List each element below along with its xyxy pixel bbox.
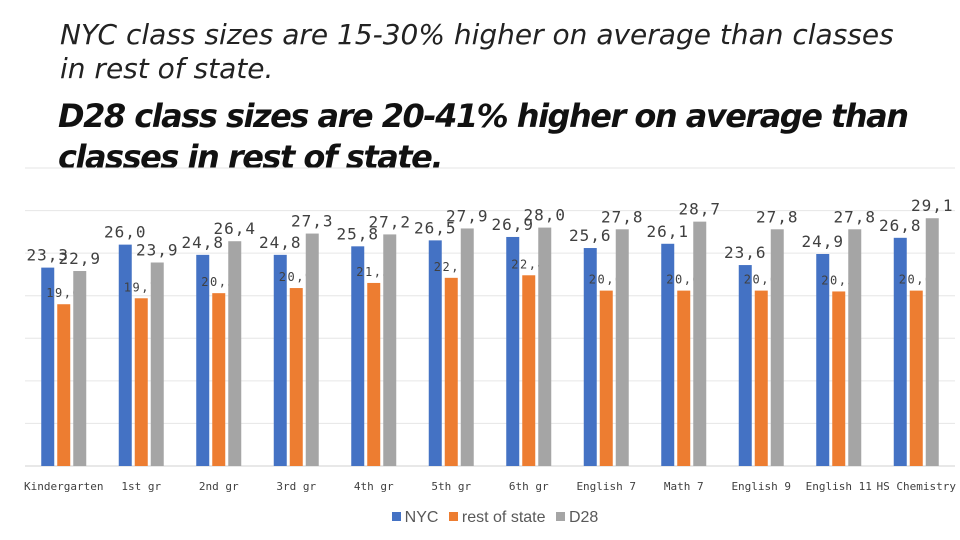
data-label: 20,6 [899, 273, 934, 287]
data-label: 27,8 [833, 207, 876, 226]
data-label: 22,4 [511, 257, 546, 271]
bar-d28 [150, 262, 164, 466]
bar-nyc [41, 267, 55, 466]
category-label: English 11 [806, 480, 872, 493]
bar-nyc [118, 244, 132, 466]
data-label: 20,6 [666, 273, 701, 287]
legend-label-rest-of-state: rest of state [461, 509, 546, 526]
bar-rest-of-state [599, 290, 613, 466]
data-label: 26,1 [646, 222, 689, 241]
data-label: 25,8 [336, 224, 379, 243]
bar-d28 [73, 271, 87, 466]
bar-d28 [615, 229, 629, 466]
bar-d28 [460, 228, 474, 466]
bar-nyc [273, 254, 287, 466]
category-label: 6th gr [509, 480, 549, 493]
bar-nyc [816, 253, 830, 466]
legend-swatch-nyc [391, 512, 401, 521]
category-label: English 9 [731, 480, 791, 493]
bar-rest-of-state [677, 290, 691, 466]
bar-rest-of-state [134, 298, 148, 466]
data-label: 26,8 [879, 216, 922, 235]
bar-rest-of-state [754, 290, 768, 466]
legend-label-nyc: NYC [404, 509, 439, 526]
legend-swatch-rest-of-state [448, 512, 458, 521]
title-d28-comparison: D28 class sizes are 20-41% higher on ave… [58, 97, 909, 176]
data-label: 21,5 [356, 265, 391, 279]
data-label: 29,1 [911, 196, 954, 215]
title-nyc-comparison: NYC class sizes are 15-30% higher on ave… [60, 18, 894, 85]
bar-d28 [538, 227, 552, 466]
data-label: 23,9 [136, 241, 179, 260]
data-label: 27,8 [601, 207, 644, 226]
category-label: 4th gr [354, 480, 394, 493]
bar-nyc [351, 246, 365, 466]
bar-nyc [196, 254, 210, 466]
bar-rest-of-state [57, 304, 71, 466]
bar-rest-of-state [522, 275, 536, 466]
data-label: 24,8 [259, 233, 302, 252]
bar-nyc [738, 265, 752, 466]
bar-nyc [661, 243, 675, 466]
bar-nyc [583, 248, 597, 466]
data-label: 25,6 [569, 226, 612, 245]
legend-item-d28: D28 [555, 509, 599, 527]
bar-d28 [228, 241, 242, 466]
data-label: 23,6 [724, 243, 767, 262]
bar-rest-of-state [289, 288, 303, 466]
data-label: 20,5 [821, 273, 856, 287]
bar-d28 [848, 229, 862, 466]
data-label: 22,1 [434, 260, 469, 274]
data-label: 19,7 [124, 280, 159, 294]
category-label: 1st gr [121, 480, 161, 493]
data-label: 27,2 [368, 212, 411, 231]
data-label: 20,6 [744, 273, 779, 287]
data-label: 20,3 [201, 275, 236, 289]
bar-nyc [506, 236, 520, 466]
bar-d28 [305, 233, 319, 466]
bar-d28 [925, 218, 939, 466]
category-label: English 7 [576, 480, 636, 493]
data-label: 19,0 [46, 286, 81, 300]
data-label: 26,9 [491, 215, 534, 234]
data-label: 20,9 [279, 270, 314, 284]
data-label: 28,7 [678, 200, 721, 219]
bar-nyc [428, 240, 442, 466]
data-label: 20,6 [589, 273, 624, 287]
data-label: 28,0 [523, 206, 566, 225]
data-label: 24,9 [801, 232, 844, 251]
bar-rest-of-state [367, 282, 381, 466]
legend-swatch-d28 [555, 512, 565, 521]
bar-d28 [770, 229, 784, 466]
category-label: 2nd gr [199, 480, 239, 493]
data-label: 24,8 [181, 233, 224, 252]
bar-d28 [693, 221, 707, 466]
data-label: 22,9 [58, 249, 101, 268]
category-label: Math 7 [664, 480, 704, 493]
category-label: 3rd gr [276, 480, 316, 493]
data-label: 27,3 [291, 212, 334, 231]
data-label: 27,9 [446, 206, 489, 225]
bar-d28 [383, 234, 397, 466]
legend-item-rest-of-state: rest of state [448, 509, 546, 527]
data-label: 26,5 [414, 218, 457, 237]
legend-item-nyc: NYC [391, 509, 439, 527]
data-label: 26,4 [213, 219, 256, 238]
bar-nyc [893, 237, 907, 466]
bar-rest-of-state [832, 291, 846, 466]
bar-rest-of-state [212, 293, 226, 466]
chart-legend: NYC rest of state D28 [0, 509, 960, 527]
data-label: 26,0 [104, 223, 147, 242]
data-label: 23,3 [26, 246, 69, 265]
category-label: Kindergarten [24, 480, 103, 493]
category-label: 5th gr [431, 480, 471, 493]
legend-label-d28: D28 [568, 509, 599, 526]
bar-rest-of-state [909, 290, 923, 466]
data-label: 27,8 [756, 207, 799, 226]
bar-rest-of-state [444, 277, 458, 466]
category-label: HS Chemistry [877, 480, 957, 493]
